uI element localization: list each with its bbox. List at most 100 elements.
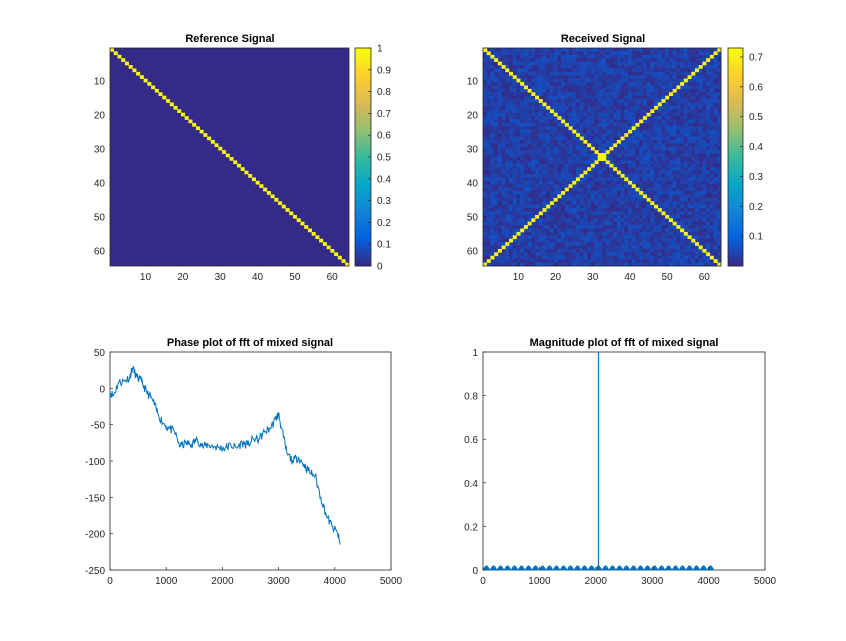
heatmap-cell [180,112,185,117]
heatmap-cell [579,58,584,62]
heatmap-cell [609,129,614,134]
heatmap-cell [694,218,699,223]
heatmap-cell [709,105,714,110]
heatmap-cell [650,78,655,83]
heatmap-cell [598,167,603,171]
heatmap-cell [683,82,688,86]
heatmap-cell [553,174,558,178]
heatmap-cell [676,129,681,134]
heatmap-cell [494,105,499,110]
heatmap-cell [594,58,599,62]
heatmap-cell [609,218,614,223]
heatmap-cell [523,54,528,59]
heatmap-cell [650,187,655,192]
heatmap-cell [494,85,499,90]
heatmap-cell [557,245,562,250]
heatmap-cell [575,248,580,253]
heatmap-cell [557,65,562,69]
heatmap-cell [642,143,647,148]
heatmap-cell [326,245,331,250]
heatmap-cell [691,129,696,134]
heatmap-cell [538,82,543,86]
heatmap-cell [553,245,558,250]
heatmap-cell [531,99,536,103]
heatmap-cell [616,99,621,103]
heatmap-cell [668,242,673,246]
heatmap-cell [516,68,521,73]
heatmap-cell [535,109,540,114]
heatmap-cell [561,105,566,110]
heatmap-cell [624,157,629,161]
heatmap-cell [631,228,636,233]
heatmap-cell [486,126,491,131]
heatmap-cell [646,71,651,76]
heatmap-cell [516,228,521,233]
heatmap-cell [483,252,488,257]
heatmap-cell [587,163,592,168]
heatmap-cell [657,174,662,178]
heatmap-cell [706,174,711,178]
heatmap-cell [531,194,536,199]
heatmap-cell [631,71,636,76]
heatmap-cell [575,105,580,110]
heatmap-cell [676,75,681,79]
heatmap-cell [635,71,640,76]
heatmap-cell [494,51,499,56]
heatmap-cell [497,122,502,127]
y-tick-label: 1 [472,348,478,359]
heatmap-cell [598,68,603,73]
heatmap-cell [609,174,614,178]
heatmap-cell [494,116,499,120]
heatmap-cell [654,129,659,134]
heatmap-cell [501,116,506,120]
heatmap-cell [531,235,536,240]
heatmap-cell [494,146,499,151]
heatmap-cell [642,201,647,205]
heatmap-cell [668,225,673,229]
heatmap-cell [672,194,677,199]
y-tick-label: -100 [85,457,105,468]
heatmap-cell [602,112,607,117]
heatmap-cell [620,112,625,117]
heatmap-cell [568,262,573,267]
x-tick-label: 0 [107,576,113,587]
heatmap-cell [709,88,714,93]
heatmap-cell [587,139,592,144]
heatmap-cell [509,99,514,103]
heatmap-cell [549,116,554,120]
heatmap-cell [497,180,502,185]
heatmap-cell [668,163,673,168]
heatmap-cell [639,75,644,79]
heatmap-cell [490,194,495,199]
heatmap-cell [557,78,562,83]
heatmap-cell [687,85,692,90]
heatmap-cell [605,75,610,79]
heatmap-cell [512,88,517,93]
heatmap-cell [654,153,659,158]
heatmap-cell [628,197,633,202]
heatmap-cell [483,102,488,107]
heatmap-cell [490,259,495,263]
heatmap-cell [602,204,607,209]
heatmap-cell [657,191,662,195]
heatmap-cell [668,187,673,192]
heatmap-cell [590,245,595,250]
heatmap-cell [509,218,514,223]
heatmap-cell [687,204,692,209]
heatmap-cell [691,231,696,236]
heatmap-cell [542,48,547,52]
heatmap-cell [642,133,647,137]
heatmap-cell [706,218,711,223]
heatmap-cell [590,146,595,151]
heatmap-cell [646,136,651,141]
colorbar-band [728,167,743,172]
heatmap-cell [594,255,599,260]
heatmap-cell [490,238,495,243]
heatmap-cell [635,208,640,212]
heatmap-cell [713,136,718,141]
heatmap-cell [497,214,502,219]
heatmap-cell [564,160,569,165]
heatmap-cell [650,61,655,66]
heatmap-cell [505,204,510,209]
heatmap-cell [538,92,543,96]
